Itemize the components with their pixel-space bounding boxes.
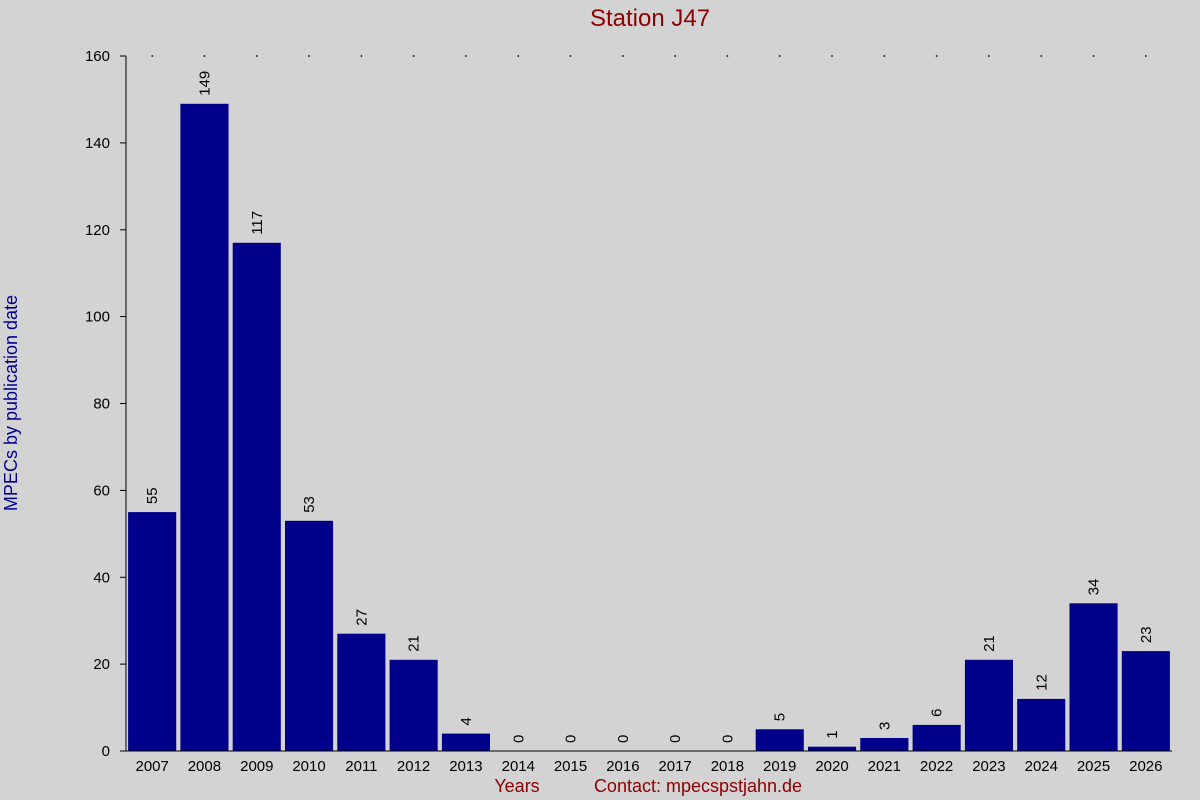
- y-tick-label: 20: [93, 656, 110, 673]
- value-label-2007: 55: [144, 487, 161, 504]
- bar-2022: [912, 724, 961, 751]
- x-ticks-group: 2007 2008 2009 2010 2011 2012 2013 2014 2015 2016…: [136, 758, 1163, 775]
- x-tick-label-2007: 2007: [136, 758, 169, 775]
- x-tick-label-2013: 2013: [449, 758, 482, 775]
- bar-2013: [441, 733, 490, 751]
- value-label-2016: 0: [615, 735, 632, 743]
- x-tick-label-2016: 2016: [606, 758, 639, 775]
- top-grid-dot: [988, 55, 990, 57]
- x-tick-label-2009: 2009: [240, 758, 273, 775]
- value-label-2015: 0: [563, 735, 580, 743]
- top-grid-dot: [151, 55, 154, 57]
- x-tick-label-2020: 2020: [815, 758, 848, 775]
- value-label-2026: 23: [1138, 626, 1155, 643]
- x-tick-label-2012: 2012: [397, 758, 430, 775]
- value-label-2013: 4: [458, 717, 475, 725]
- bar-2009: [232, 242, 281, 752]
- top-grid-dot: [1092, 55, 1095, 57]
- y-tick-label: 40: [93, 569, 110, 586]
- value-label-2010: 53: [301, 496, 318, 513]
- value-label-2011: 27: [353, 609, 370, 626]
- value-label-2018: 0: [719, 735, 736, 743]
- top-grid-dot: [726, 55, 729, 57]
- y-axis-label: MPECs by publication date: [1, 295, 21, 511]
- bar-2024: [1017, 698, 1066, 751]
- x-tick-label-2023: 2023: [972, 758, 1005, 775]
- value-labels-group: 55 149 117 53 27 21 4 0 0 0 0 0 5 1 3 6 21 12 34 23: [144, 71, 1155, 743]
- x-tick-label-2008: 2008: [188, 758, 221, 775]
- bar-2025: [1069, 603, 1118, 751]
- value-label-2024: 12: [1033, 674, 1050, 691]
- y-tick-label: 140: [85, 135, 110, 152]
- top-grid-dot: [778, 55, 781, 57]
- y-ticks-group: 0 20 40 60 80 100 120 140 160: [85, 48, 126, 760]
- value-label-2023: 21: [981, 635, 998, 652]
- top-grid-dot: [935, 55, 938, 57]
- bar-2020: [808, 746, 857, 751]
- x-tick-label-2015: 2015: [554, 758, 587, 775]
- value-label-2019: 5: [772, 713, 789, 721]
- y-tick-label: 0: [102, 743, 110, 760]
- value-label-2021: 3: [876, 722, 893, 730]
- top-grid-dot: [360, 55, 363, 57]
- value-label-2020: 1: [824, 730, 841, 738]
- value-label-2009: 117: [249, 211, 266, 235]
- top-grid-dot: [674, 55, 676, 57]
- bar-2010: [285, 520, 334, 751]
- y-tick-label: 80: [93, 396, 110, 413]
- bar-2007: [128, 512, 177, 751]
- top-grid-dot: [203, 55, 206, 57]
- contact-text: Contact: mpecspstjahn.de: [594, 776, 802, 796]
- value-label-2014: 0: [510, 735, 527, 743]
- x-tick-label-2011: 2011: [345, 758, 377, 775]
- bar-2012: [389, 659, 438, 751]
- top-dots-group: [151, 55, 1147, 57]
- x-tick-label-2021: 2021: [868, 758, 901, 775]
- top-grid-dot: [517, 55, 520, 57]
- bar-2019: [755, 729, 804, 751]
- value-label-2017: 0: [667, 735, 684, 743]
- top-grid-dot: [1144, 55, 1147, 57]
- x-tick-label-2026: 2026: [1129, 758, 1162, 775]
- bar-2026: [1121, 651, 1170, 751]
- bars-group: [128, 103, 1170, 752]
- x-tick-label-2024: 2024: [1025, 758, 1058, 775]
- value-label-2022: 6: [929, 709, 946, 717]
- x-axis-label: Years: [494, 776, 539, 796]
- top-grid-dot: [308, 55, 310, 57]
- x-tick-label-2010: 2010: [292, 758, 325, 775]
- bar-2011: [337, 633, 386, 751]
- y-tick-label: 60: [93, 482, 110, 499]
- top-grid-dot: [412, 55, 415, 57]
- chart-title: Station J47: [590, 5, 710, 32]
- top-grid-dot: [883, 55, 886, 57]
- x-tick-label-2022: 2022: [920, 758, 953, 775]
- value-label-2025: 34: [1086, 579, 1103, 596]
- x-tick-label-2025: 2025: [1077, 758, 1110, 775]
- y-tick-label: 120: [85, 222, 110, 239]
- top-grid-dot: [569, 55, 572, 57]
- top-grid-dot: [1040, 55, 1043, 57]
- y-tick-label: 160: [85, 48, 110, 65]
- x-tick-label-2014: 2014: [502, 758, 535, 775]
- bar-2023: [964, 659, 1013, 751]
- top-grid-dot: [831, 55, 833, 57]
- top-grid-dot: [255, 55, 258, 57]
- bar-2008: [180, 103, 229, 752]
- x-tick-label-2019: 2019: [763, 758, 796, 775]
- value-label-2008: 149: [196, 71, 213, 96]
- x-tick-label-2017: 2017: [658, 758, 691, 775]
- top-grid-dot: [465, 55, 467, 57]
- x-tick-label-2018: 2018: [711, 758, 744, 775]
- bar-2021: [860, 738, 909, 751]
- y-tick-label: 100: [85, 309, 110, 326]
- top-grid-dot: [622, 55, 624, 57]
- value-label-2012: 21: [406, 635, 423, 652]
